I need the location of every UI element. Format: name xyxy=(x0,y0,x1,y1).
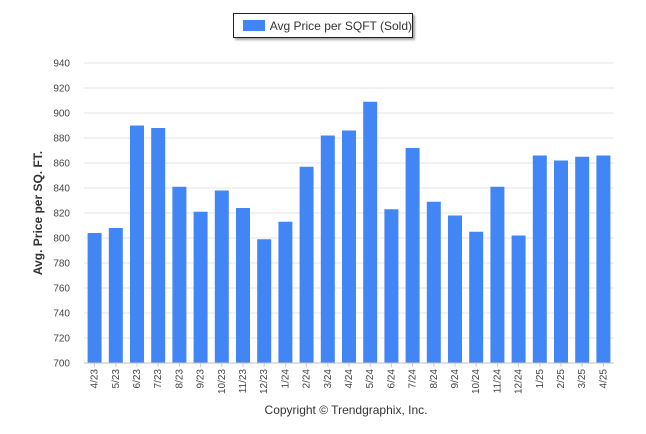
x-tick-label: 7/24 xyxy=(408,369,419,389)
bar-4-24 xyxy=(342,130,356,363)
y-axis-ticks: 700 720 740 760 780 800 820 840 860 880 900 920 940 xyxy=(53,59,70,370)
bar-11-24 xyxy=(490,186,505,363)
bar-9-24 xyxy=(448,215,462,363)
y-tick-label: 840 xyxy=(53,184,70,195)
y-axis-title: Avg. Price per SQ. FT. xyxy=(31,151,45,275)
y-tick-label: 920 xyxy=(53,84,70,95)
y-tick-label: 800 xyxy=(53,234,70,245)
bar-6-24 xyxy=(384,209,399,363)
bar-5-24 xyxy=(363,101,378,363)
x-tick-label: 9/24 xyxy=(450,369,461,389)
legend-label: Avg Price per SQFT (Sold) xyxy=(269,18,412,33)
x-tick-label: 6/24 xyxy=(386,369,397,389)
bar-3-25 xyxy=(575,156,590,363)
x-tick-label: 1/25 xyxy=(535,369,546,389)
x-tick-label: 6/23 xyxy=(132,369,143,389)
x-tick-label: 4/24 xyxy=(344,369,355,389)
bar-1-25 xyxy=(532,155,547,363)
bar-6-23 xyxy=(130,125,144,363)
bar-8-23 xyxy=(172,186,187,363)
bar-5-23 xyxy=(108,228,123,363)
x-tick-label: 8/23 xyxy=(174,369,185,389)
x-tick-label: 10/24 xyxy=(471,369,482,394)
y-tick-label: 780 xyxy=(53,259,70,270)
bar-12-23 xyxy=(257,239,272,363)
legend-swatch xyxy=(243,20,265,31)
y-tick-label: 940 xyxy=(53,59,70,70)
x-tick-label: 12/24 xyxy=(514,369,525,394)
y-tick-label: 740 xyxy=(53,309,70,320)
x-tick-label: 7/23 xyxy=(153,369,164,389)
y-tick-label: 700 xyxy=(53,359,70,370)
x-tick-label: 10/23 xyxy=(217,369,228,394)
y-tick-label: 760 xyxy=(53,284,70,295)
x-tick-label: 5/24 xyxy=(365,369,376,389)
chart-legend: Avg Price per SQFT (Sold) xyxy=(233,13,413,38)
x-tick-label: 1/24 xyxy=(280,369,291,389)
bar-11-23 xyxy=(236,208,250,363)
x-tick-label: 4/25 xyxy=(598,369,609,389)
y-tick-label: 720 xyxy=(53,334,70,345)
bar-7-24 xyxy=(405,148,420,363)
x-tick-label: 2/24 xyxy=(302,369,313,389)
bar-1-24 xyxy=(278,221,293,363)
x-tick-label: 2/25 xyxy=(556,369,567,389)
bar-9-23 xyxy=(193,211,208,363)
x-tick-label: 4/23 xyxy=(90,369,101,389)
y-tick-label: 900 xyxy=(53,109,70,120)
bar-2-24 xyxy=(299,166,314,363)
y-tick-label: 820 xyxy=(53,209,70,220)
bar-10-23 xyxy=(214,190,229,363)
x-tick-label: 12/23 xyxy=(259,369,270,394)
x-tick-label: 5/23 xyxy=(111,369,122,389)
bar-4-23 xyxy=(87,233,102,363)
x-tick-label: 9/23 xyxy=(196,369,207,389)
y-tick-label: 860 xyxy=(53,159,70,170)
x-tick-label: 3/24 xyxy=(323,369,334,389)
bar-10-24 xyxy=(469,231,484,363)
bar-3-24 xyxy=(320,135,335,363)
x-axis-ticks: 4/23 5/23 6/23 7/23 8/23 9/23 10/23 11/23 12/23 1… xyxy=(84,362,614,394)
bar-2-25 xyxy=(554,160,568,363)
x-tick-label: 8/24 xyxy=(429,369,440,389)
copyright-text: Copyright © Trendgraphix, Inc. xyxy=(264,403,428,417)
x-tick-label: 11/24 xyxy=(492,369,503,394)
bar-8-24 xyxy=(426,201,441,363)
y-tick-label: 880 xyxy=(53,134,70,145)
bars xyxy=(87,101,611,363)
bar-4-25 xyxy=(596,155,611,363)
bar-7-23 xyxy=(151,128,166,363)
x-tick-label: 11/23 xyxy=(238,369,249,394)
x-tick-label: 3/25 xyxy=(577,369,588,389)
bar-12-24 xyxy=(511,235,526,363)
